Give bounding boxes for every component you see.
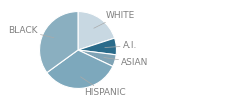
Wedge shape [47, 50, 113, 88]
Wedge shape [40, 12, 78, 73]
Text: WHITE: WHITE [94, 11, 134, 28]
Wedge shape [78, 38, 116, 55]
Text: BLACK: BLACK [8, 26, 54, 38]
Text: ASIAN: ASIAN [104, 57, 149, 66]
Wedge shape [78, 12, 114, 50]
Wedge shape [78, 50, 116, 66]
Text: A.I.: A.I. [105, 41, 137, 50]
Text: HISPANIC: HISPANIC [81, 77, 126, 97]
